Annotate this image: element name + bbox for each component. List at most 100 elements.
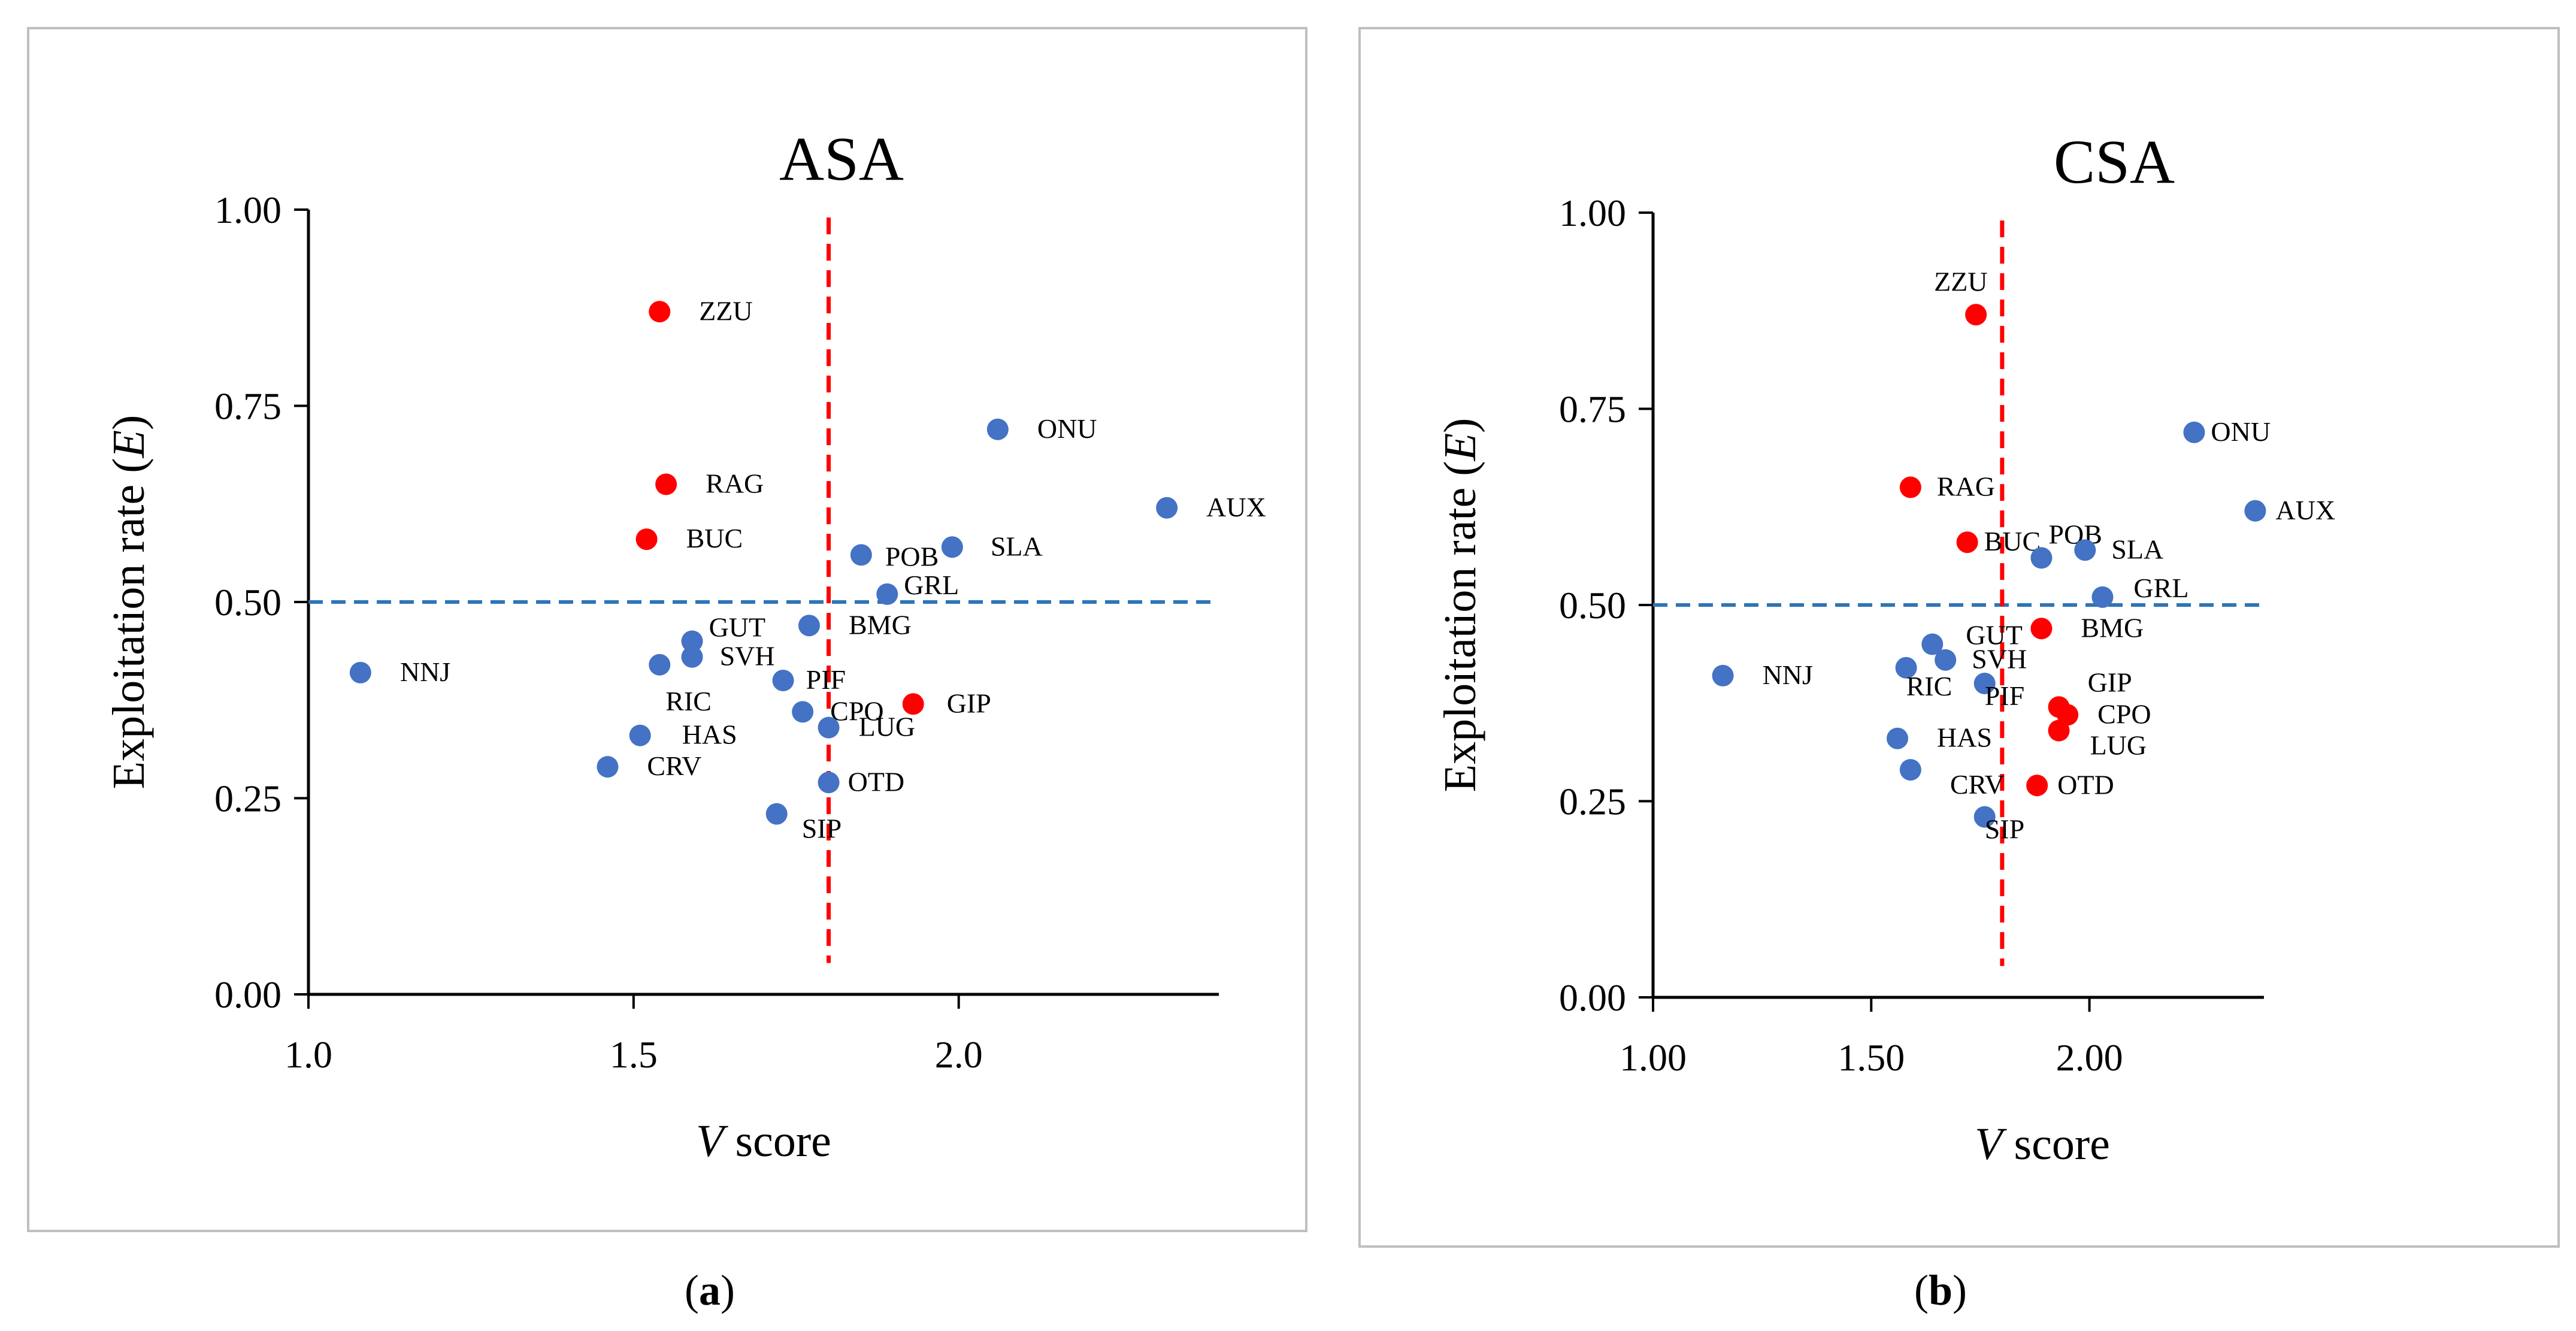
panel-b-point-label-aux: AUX [2275,495,2335,525]
panel-a-point-label-pob: POB [885,541,939,571]
panel-b-point-ric [1895,657,1917,679]
panel-a-point-pif [772,670,794,691]
panel-a-caption-open: ( [685,1266,699,1314]
panel-b-point-label-gip: GIP [2088,667,2132,697]
panel-a-point-buc [635,528,658,550]
panel-a-point-gut [681,630,703,652]
panel-b-x-tick-label: 1.50 [1838,1036,1905,1079]
panel-a-point-label-pif: PIF [806,664,846,695]
panel-a-point-label-nnj: NNJ [400,657,450,687]
panel-b-point-label-svh: SVH [1972,644,2027,674]
panel-a-x-axis-title: V score [696,1116,831,1166]
panel-b-point-crv [1899,759,1921,781]
panel-a-point-label-svh: SVH [720,641,775,671]
panel-b-point-rag [1899,476,1921,498]
panel-b-point-label-pif: PIF [1985,680,2024,711]
panel-b-point-label-buc: BUC [1984,526,2041,556]
panel-b-x-tick-label: 1.00 [1620,1036,1687,1079]
panel-a-caption-letter: a [699,1266,721,1314]
panel-b-point-sla [2074,539,2096,561]
panel-b-point-label-zzu: ZZU [1934,266,1987,297]
panel-a-y-tick-label: 0.25 [214,778,281,820]
panel-b-y-tick-label: 0.75 [1559,388,1626,431]
panel-b-point-nnj [1712,664,1734,686]
panel-b-y-tick-label: 0.00 [1559,976,1626,1019]
panel-a-point-label-sip: SIP [802,813,841,844]
panel-a-point-bmg [798,615,820,637]
panel-b-y-tick-label: 0.25 [1559,781,1626,823]
panel-b-x-axis-title-rest: score [2003,1119,2110,1169]
panel-b-point-otd [2026,775,2048,797]
panel-a-point-zzu [649,301,671,323]
panel-a-point-nnj [349,661,371,683]
panel-a-y-axis-title-pre: Exploitation rate ( [104,458,154,789]
panel-a-x-tick-label: 1.5 [610,1033,658,1076]
panel-b-y-axis-title-italic: E [1435,433,1485,461]
panel-b-point-label-gut: GUT [1966,620,2023,651]
panel-a-point-label-cpo: CPO [830,695,883,726]
panel-a-point-rag [655,473,677,495]
panel-b-point-onu [2183,421,2205,443]
panel-b-point-lug [2048,719,2070,742]
panel-a-point-sip [765,803,788,825]
panel-a-point-crv [597,756,619,778]
panel-a-frame [27,27,1307,1232]
panel-a-point-label-ric: RIC [665,686,712,716]
panel-a-point-onu [986,418,1009,440]
panel-a-point-label-gut: GUT [709,612,766,643]
panel-b-point-label-otd: OTD [2057,769,2114,800]
panel-a-point-label-rag: RAG [706,468,764,499]
panel-b-point-label-nnj: NNJ [1763,660,1813,690]
panel-a-point-aux [1156,497,1178,519]
panel-captions: (a) (b) [685,1266,1967,1314]
panel-b-caption-close: ) [1953,1266,1967,1314]
panel-b-frame [1358,27,2560,1248]
panel-b-point-label-sla: SLA [2111,534,2163,564]
panel-b-point-zzu [1965,304,1987,326]
panel-a-point-label-buc: BUC [686,523,743,553]
panel-b-point-aux [2244,500,2266,522]
panel-a-caption-close: ) [721,1266,735,1314]
panel-a-point-gip [902,693,924,715]
panel-b-x-axis-title: V score [1975,1119,2110,1169]
panel-b-title: CSA [2054,128,2175,196]
panel-a-point-sla [941,536,963,558]
panel-b-point-label-sip: SIP [1985,814,2024,845]
panel-b-point-buc [1956,531,1978,553]
panel-a-point-grl [876,583,898,605]
panel-a-point-ric [649,654,671,676]
panel-b-chart: CSA 0.00 0.25 0.50 0.75 1.00 1.00 1.50 2.00 ZZU RA… [1435,128,2335,1169]
panel-b-y-axis-title: Exploitation rate (E) [1435,418,1485,792]
panel-b-point-label-crv: CRV [1950,769,2005,800]
panel-b-point-grl [2091,586,2114,608]
panel-a-point-cpo [792,701,814,723]
panel-b-y-tick-label: 1.00 [1559,192,1626,234]
panel-a-point-label-otd: OTD [848,766,905,797]
panel-b-point-label-rag: RAG [1937,471,1995,502]
panel-a-y-axis-title-post: ) [104,415,154,430]
panel-a-x-axis-title-rest: score [724,1116,831,1166]
panel-b-point-pob [2030,547,2053,569]
panel-a-caption: (a) [685,1266,735,1314]
panel-a-y-tick-label: 1.00 [214,189,281,231]
panel-a-point-label-zzu: ZZU [699,295,752,326]
panel-a-point-otd [818,772,840,794]
panel-a-point-label-sla: SLA [991,531,1043,561]
panel-b-point-svh [1935,649,1957,671]
panel-a-point-label-gip: GIP [947,688,991,718]
panel-b-point-label-grl: GRL [2133,573,2188,603]
panel-b-point-label-has: HAS [1937,722,1992,753]
panel-b-caption: (b) [1914,1266,1967,1314]
panel-a-title: ASA [779,125,904,193]
panel-b-point-bmg [2030,618,2053,640]
panel-b-point-label-lug: LUG [2090,730,2147,761]
panel-a-y-axis-title: Exploitation rate (E) [104,415,154,789]
panel-a-point-label-onu: ONU [1037,413,1097,444]
panel-b-point-sip [1973,806,1996,828]
panel-b-y-axis-title-pre: Exploitation rate ( [1435,461,1485,792]
panel-b-caption-open: ( [1914,1266,1929,1314]
panel-b-point-cpo [2057,704,2079,726]
panel-b-x-axis-title-italic: V [1975,1119,2007,1169]
panel-b-x-tick-label: 2.00 [2056,1036,2123,1079]
